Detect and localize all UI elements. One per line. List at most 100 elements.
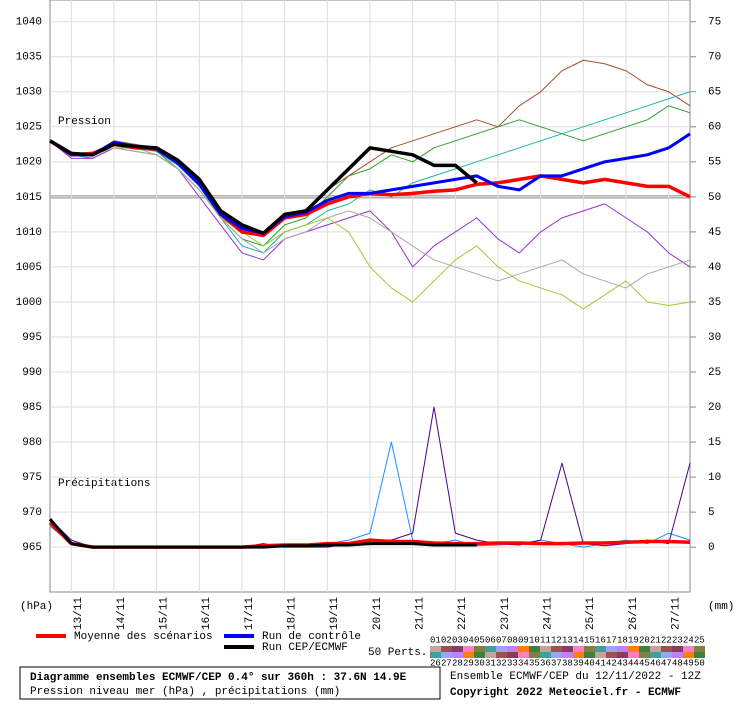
- key-box: [518, 646, 529, 652]
- key-label: 19: [628, 635, 639, 645]
- key-label: 23: [672, 635, 683, 645]
- key-label: 16: [595, 635, 606, 645]
- key-box: [529, 652, 540, 658]
- key-box: [606, 652, 617, 658]
- key-box: [551, 646, 562, 652]
- key-box: [573, 652, 584, 658]
- key-label: 35: [529, 658, 540, 668]
- key-box: [650, 646, 661, 652]
- key-label: 03: [452, 635, 463, 645]
- key-label: 17: [606, 635, 617, 645]
- y2-tick-label: 20: [708, 402, 721, 414]
- key-box: [474, 646, 485, 652]
- y2-tick-label: 15: [708, 437, 721, 449]
- series-line: [49, 91, 691, 254]
- key-label: 08: [507, 635, 518, 645]
- key-box: [518, 652, 529, 658]
- x-tick-label: 25/11: [585, 597, 597, 630]
- key-label: 46: [650, 658, 661, 668]
- key-label: 06: [485, 635, 496, 645]
- key-box: [430, 646, 441, 652]
- key-box: [584, 646, 595, 652]
- x-tick-label: 27/11: [671, 597, 683, 630]
- x-tick-label: 13/11: [73, 597, 85, 630]
- y-tick-label: 1025: [16, 122, 42, 134]
- key-label: 30: [474, 658, 485, 668]
- y2-tick-label: 0: [708, 542, 715, 554]
- precip-label: Précipitations: [58, 478, 150, 490]
- key-box: [617, 646, 628, 652]
- series-line: [49, 140, 691, 289]
- key-label: 20: [639, 635, 650, 645]
- key-label: 36: [540, 658, 551, 668]
- key-box: [441, 652, 452, 658]
- key-box: [595, 652, 606, 658]
- key-label: 28: [452, 658, 463, 668]
- key-label: 47: [661, 658, 672, 668]
- key-box: [452, 646, 463, 652]
- key-box: [639, 646, 650, 652]
- series-line: [48, 518, 477, 549]
- key-box: [694, 652, 705, 658]
- x-tick-label: 20/11: [372, 597, 384, 630]
- run-info: Ensemble ECMWF/CEP du 12/11/2022 - 12Z: [450, 671, 701, 683]
- key-label: 11: [540, 635, 551, 645]
- key-label: 42: [606, 658, 617, 668]
- key-label: 33: [507, 658, 518, 668]
- key-box: [507, 652, 518, 658]
- y2-unit: (mm): [708, 601, 734, 613]
- x-tick-label: 24/11: [543, 597, 555, 630]
- key-label: 48: [672, 658, 683, 668]
- y-tick-label: 970: [22, 507, 42, 519]
- key-label: 40: [584, 658, 595, 668]
- chart-title: Diagramme ensembles ECMWF/CEP 0.4° sur 3…: [30, 672, 407, 684]
- key-box: [584, 652, 595, 658]
- x-tick-label: 18/11: [287, 597, 299, 630]
- key-label: 01: [430, 635, 441, 645]
- y-tick-label: 980: [22, 437, 42, 449]
- key-box: [683, 652, 694, 658]
- key-box: [628, 646, 639, 652]
- key-box: [595, 646, 606, 652]
- key-label: 50: [694, 658, 705, 668]
- y2-tick-label: 25: [708, 367, 721, 379]
- legend-label: Moyenne des scénarios: [74, 631, 213, 643]
- key-label: 14: [573, 635, 584, 645]
- key-box: [452, 652, 463, 658]
- y2-tick-label: 35: [708, 297, 721, 309]
- y-tick-label: 1000: [16, 297, 42, 309]
- key-box: [639, 652, 650, 658]
- y2-tick-label: 50: [708, 192, 721, 204]
- key-box: [540, 646, 551, 652]
- key-box: [606, 646, 617, 652]
- perts-label: 50 Perts.: [368, 647, 427, 659]
- key-label: 24: [683, 635, 694, 645]
- key-label: 09: [518, 635, 529, 645]
- key-label: 02: [441, 635, 452, 645]
- key-box: [573, 646, 584, 652]
- key-box: [617, 652, 628, 658]
- key-label: 41: [595, 658, 606, 668]
- y-tick-label: 1030: [16, 87, 42, 99]
- x-tick-label: 15/11: [159, 597, 171, 630]
- x-tick-label: 26/11: [628, 597, 640, 630]
- y-tick-label: 995: [22, 332, 42, 344]
- key-label: 21: [650, 635, 661, 645]
- key-label: 05: [474, 635, 485, 645]
- key-box: [463, 652, 474, 658]
- key-label: 38: [562, 658, 573, 668]
- key-box: [496, 646, 507, 652]
- series-line: [49, 139, 478, 236]
- y-tick-label: 965: [22, 542, 42, 554]
- y2-tick-label: 30: [708, 332, 721, 344]
- key-label: 32: [496, 658, 507, 668]
- x-tick-label: 14/11: [116, 597, 128, 630]
- legend-label: Run CEP/ECMWF: [262, 642, 348, 654]
- x-tick-label: 22/11: [457, 597, 469, 630]
- y-tick-label: 990: [22, 367, 42, 379]
- key-box: [463, 646, 474, 652]
- legend-label: Run de contrôle: [262, 631, 361, 643]
- key-label: 49: [683, 658, 694, 668]
- y2-tick-label: 45: [708, 227, 721, 239]
